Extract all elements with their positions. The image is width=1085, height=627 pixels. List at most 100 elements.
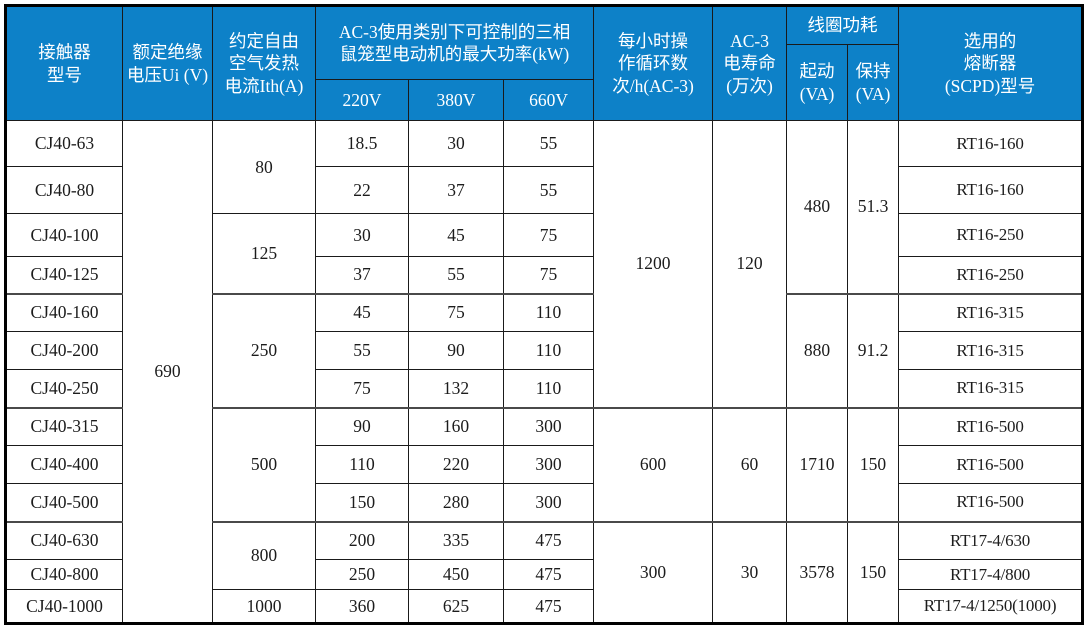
cell-kw380: 30 <box>408 120 504 167</box>
cell-ith-group: 125 <box>212 213 316 294</box>
cell-cycles-group: 600 <box>593 406 714 522</box>
cell-kw220: 150 <box>315 483 409 522</box>
cell-coil-start-group: 1710 <box>786 406 849 522</box>
cell-fuse: RT16-315 <box>898 292 1084 332</box>
cell-kw380: 45 <box>408 213 504 257</box>
cell-ith-group: 500 <box>212 406 316 522</box>
header-contactor-model: 接触器 型号 <box>5 5 123 121</box>
header-row-3: 220V 380V 660V <box>6 79 1083 121</box>
cell-fuse: RT17-4/800 <box>898 559 1084 590</box>
cell-kw220: 18.5 <box>315 120 409 167</box>
header-fuse-type: 选用的 熔断器 (SCPD)型号 <box>898 5 1084 121</box>
cell-kw220: 30 <box>315 213 409 257</box>
cell-ith-group: 1000 <box>212 589 316 624</box>
cell-model: CJ40-100 <box>5 213 123 257</box>
cell-kw220: 90 <box>315 406 409 446</box>
header-660v: 660V <box>502 79 595 121</box>
cell-kw380: 90 <box>408 331 504 370</box>
table-row: CJ40-250 75 132 110 RT16-315 <box>5 369 1084 408</box>
cell-ith-group: 800 <box>212 520 316 590</box>
cell-kw380: 37 <box>408 166 504 214</box>
cell-cycles-group: 300 <box>593 520 714 624</box>
cell-kw380: 132 <box>408 369 504 408</box>
cell-fuse: RT16-500 <box>898 445 1084 484</box>
header-ac3-life: AC-3 电寿命 (万次) <box>712 5 788 121</box>
header-coil-start: 起动 (VA) <box>786 44 849 121</box>
cell-kw660: 75 <box>502 256 595 294</box>
table-row: CJ40-63 690 80 18.5 30 55 1200 120 480 5… <box>5 120 1084 624</box>
header-cycles-per-hour: 每小时操 作循环数 次/h(AC-3) <box>593 5 714 121</box>
cell-model: CJ40-400 <box>5 445 123 484</box>
cell-life-group: 120 <box>712 120 788 408</box>
cell-kw380: 160 <box>408 406 504 446</box>
cell-fuse: RT16-315 <box>898 331 1084 370</box>
cell-coil-hold-group: 51.3 <box>847 120 900 294</box>
table-body: CJ40-63 690 80 18.5 30 55 1200 120 480 5… <box>5 120 1084 624</box>
cell-life-group: 60 <box>712 406 788 522</box>
header-coil-hold: 保持 (VA) <box>847 44 900 121</box>
cell-coil-start-group: 480 <box>786 120 849 294</box>
cell-life-group: 30 <box>712 520 788 624</box>
cell-fuse: RT17-4/1250(1000) <box>898 589 1084 624</box>
header-row-1: 接触器 型号 额定绝缘 电压Ui (V) 约定自由 空气发热 电流Ith(A) … <box>5 5 1084 121</box>
cell-kw220: 200 <box>315 520 409 560</box>
cell-model: CJ40-800 <box>5 559 123 590</box>
cell-fuse: RT16-315 <box>898 369 1084 408</box>
header-220v: 220V <box>315 79 409 121</box>
table-row: CJ40-800 250 450 475 RT17-4/800 <box>5 559 1084 590</box>
table-row: CJ40-400 110 220 300 RT16-500 <box>5 445 1084 484</box>
cell-rated-voltage: 690 <box>122 120 213 624</box>
header-thermal-current: 约定自由 空气发热 电流Ith(A) <box>212 5 316 121</box>
cell-kw380: 280 <box>408 483 504 522</box>
cell-model: CJ40-63 <box>5 120 123 167</box>
table-row: CJ40-200 55 90 110 RT16-315 <box>5 331 1084 370</box>
cell-coil-hold-group: 91.2 <box>847 292 900 408</box>
header-rated-insulation-voltage: 额定绝缘 电压Ui (V) <box>122 5 213 121</box>
cell-fuse: RT16-500 <box>898 406 1084 446</box>
cell-kw220: 37 <box>315 256 409 294</box>
cell-fuse: RT16-250 <box>898 213 1084 257</box>
table-row: CJ40-125 37 55 75 RT16-250 <box>5 256 1084 294</box>
cell-kw380: 55 <box>408 256 504 294</box>
cell-fuse: RT16-160 <box>898 120 1084 167</box>
cell-kw660: 55 <box>502 120 595 167</box>
cell-kw380: 625 <box>408 589 504 624</box>
header-coil-power: 线圈功耗 <box>786 5 900 45</box>
cell-kw220: 360 <box>315 589 409 624</box>
cell-coil-start-group: 3578 <box>786 520 849 624</box>
cell-kw220: 22 <box>315 166 409 214</box>
cell-model: CJ40-125 <box>5 256 123 294</box>
cell-coil-start-group: 880 <box>786 292 849 408</box>
cell-kw660: 475 <box>502 559 595 590</box>
cell-kw660: 55 <box>502 166 595 214</box>
cell-kw220: 55 <box>315 331 409 370</box>
cell-model: CJ40-200 <box>5 331 123 370</box>
cell-kw380: 75 <box>408 292 504 332</box>
header-row-2: 起动 (VA) 保持 (VA) <box>6 44 1083 121</box>
table-row: CJ40-315 500 90 160 300 600 60 1710 150 … <box>5 406 1084 522</box>
cell-kw660: 110 <box>502 369 595 408</box>
cell-fuse: RT17-4/630 <box>898 520 1084 560</box>
table-row: CJ40-630 800 200 335 475 300 30 3578 150… <box>5 520 1084 624</box>
cell-kw660: 475 <box>502 589 595 624</box>
header-380v: 380V <box>408 79 504 121</box>
cell-kw660: 110 <box>502 331 595 370</box>
cell-model: CJ40-315 <box>5 406 123 446</box>
cell-kw660: 475 <box>502 520 595 560</box>
cell-kw220: 250 <box>315 559 409 590</box>
cell-kw660: 300 <box>502 483 595 522</box>
cell-model: CJ40-160 <box>5 292 123 332</box>
cell-kw380: 220 <box>408 445 504 484</box>
table-row: CJ40-100 125 30 45 75 RT16-250 <box>5 213 1084 294</box>
table-row: CJ40-160 250 45 75 110 880 91.2 RT16-315 <box>5 292 1084 408</box>
cell-model: CJ40-630 <box>5 520 123 560</box>
cell-kw380: 335 <box>408 520 504 560</box>
cell-fuse: RT16-500 <box>898 483 1084 522</box>
table-row: CJ40-500 150 280 300 RT16-500 <box>5 483 1084 522</box>
cell-ith-group: 80 <box>212 120 316 214</box>
cell-model: CJ40-1000 <box>5 589 123 624</box>
table-row: CJ40-1000 1000 360 625 475 RT17-4/1250(1… <box>5 589 1084 624</box>
cell-kw380: 450 <box>408 559 504 590</box>
cell-kw220: 110 <box>315 445 409 484</box>
cell-fuse: RT16-250 <box>898 256 1084 294</box>
